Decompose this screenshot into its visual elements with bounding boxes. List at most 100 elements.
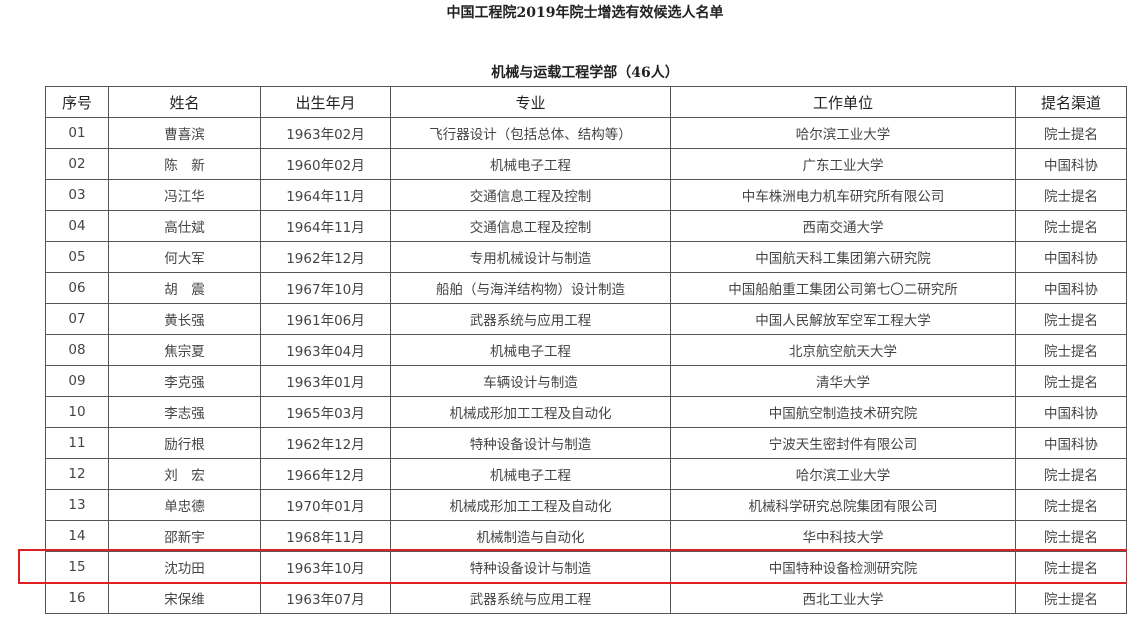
- table-cell: 机械成形加工工程及自动化: [390, 489, 671, 521]
- table-cell: 04: [45, 210, 109, 242]
- table-cell: 07: [45, 303, 109, 335]
- table-cell: 黄长强: [108, 303, 261, 335]
- table-cell: 何大军: [108, 241, 261, 273]
- section-title: 机械与运载工程学部（46人）: [491, 65, 679, 81]
- table-cell: 焦宗夏: [108, 334, 261, 366]
- table-cell: 清华大学: [670, 365, 1016, 397]
- table-cell: 机械电子工程: [390, 458, 671, 490]
- table-cell: 机械科学研究总院集团有限公司: [670, 489, 1016, 521]
- table-cell: 09: [45, 365, 109, 397]
- table-cell: 李克强: [108, 365, 261, 397]
- table-cell: 中国航天科工集团第六研究院: [670, 241, 1016, 273]
- table-cell: 06: [45, 272, 109, 304]
- table-row: 02 陈 新 1960年02月 机械电子工程 广东工业大学 中国科协: [45, 148, 1127, 180]
- table-row: 14 邵新宇 1968年11月 机械制造与自动化 华中科技大学 院士提名: [45, 520, 1127, 552]
- table-cell: 中国特种设备检测研究院: [670, 551, 1016, 583]
- table-cell: 1963年04月: [260, 334, 391, 366]
- table-cell: 武器系统与应用工程: [390, 582, 671, 614]
- table-cell: 1966年12月: [260, 458, 391, 490]
- table-cell: 专用机械设计与制造: [390, 241, 671, 273]
- table-cell: 05: [45, 241, 109, 273]
- table-cell: 宁波天生密封件有限公司: [670, 427, 1016, 459]
- table-cell: 1968年11月: [260, 520, 391, 552]
- table-cell: 武器系统与应用工程: [390, 303, 671, 335]
- table-cell: 中国科协: [1015, 396, 1127, 428]
- table-row: 07 黄长强 1961年06月 武器系统与应用工程 中国人民解放军空军工程大学 院士提名: [45, 303, 1127, 335]
- table-cell: 宋保维: [108, 582, 261, 614]
- table-cell: 机械电子工程: [390, 148, 671, 180]
- table-cell: 邵新宇: [108, 520, 261, 552]
- table-row: 10 李志强 1965年03月 机械成形加工工程及自动化 中国航空制造技术研究院 中国科协: [45, 396, 1127, 428]
- column-header: 出生年月: [260, 86, 391, 118]
- table-cell: 励行根: [108, 427, 261, 459]
- table-row: 01 曹喜滨 1963年02月 飞行器设计（包括总体、结构等） 哈尔滨工业大学 院士提名: [45, 117, 1127, 149]
- table-cell: 1960年02月: [260, 148, 391, 180]
- table-cell: 西南交通大学: [670, 210, 1016, 242]
- table-cell: 院士提名: [1015, 334, 1127, 366]
- table-cell: 院士提名: [1015, 303, 1127, 335]
- table-row: 13 单忠德 1970年01月 机械成形加工工程及自动化 机械科学研究总院集团有限公司院…: [45, 489, 1127, 521]
- table-cell: 哈尔滨工业大学: [670, 117, 1016, 149]
- table-cell: 1962年12月: [260, 241, 391, 273]
- table-cell: 16: [45, 582, 109, 614]
- table-cell: 机械制造与自动化: [390, 520, 671, 552]
- table-cell: 胡 震: [108, 272, 261, 304]
- table-cell: 院士提名: [1015, 179, 1127, 211]
- table-row: 15 沈功田 1963年10月 特种设备设计与制造 中国特种设备检测研究院 院士提名: [45, 551, 1127, 583]
- table-row: 04 高仕斌 1964年11月 交通信息工程及控制 西南交通大学 院士提名: [45, 210, 1127, 242]
- table-row: 03 冯江华 1964年11月 交通信息工程及控制 中车株洲电力机车研究所有限公司 院士提…: [45, 179, 1127, 211]
- table-cell: 西北工业大学: [670, 582, 1016, 614]
- table-row: 09 李克强 1963年01月 车辆设计与制造 清华大学 院士提名: [45, 365, 1127, 397]
- table-cell: 北京航空航天大学: [670, 334, 1016, 366]
- table-cell: 1963年02月: [260, 117, 391, 149]
- table-cell: 01: [45, 117, 109, 149]
- table-cell: 10: [45, 396, 109, 428]
- table-cell: 11: [45, 427, 109, 459]
- table-cell: 院士提名: [1015, 117, 1127, 149]
- table-row: 11 励行根 1962年12月 特种设备设计与制造 宁波天生密封件有限公司 中国科协: [45, 427, 1127, 459]
- table-cell: 机械成形加工工程及自动化: [390, 396, 671, 428]
- candidate-table: 序号 姓名 出生年月 专业 工作单位 提名渠道 01 曹喜滨 1963年02月 飞行器设计（包括…: [45, 86, 1127, 614]
- table-cell: 12: [45, 458, 109, 490]
- table-row: 08 焦宗夏 1963年04月 机械电子工程 北京航空航天大学 院士提名: [45, 334, 1127, 366]
- table-cell: 15: [45, 551, 109, 583]
- table-cell: 02: [45, 148, 109, 180]
- table-cell: 1964年11月: [260, 210, 391, 242]
- table-cell: 1963年07月: [260, 582, 391, 614]
- table-cell: 1970年01月: [260, 489, 391, 521]
- table-cell: 特种设备设计与制造: [390, 427, 671, 459]
- table-row: 12 刘 宏 1966年12月 机械电子工程 哈尔滨工业大学 院士提名: [45, 458, 1127, 490]
- column-header: 工作单位: [670, 86, 1016, 118]
- column-header: 序号: [45, 86, 109, 118]
- table-cell: 中国船舶重工集团公司第七〇二研究所: [670, 272, 1016, 304]
- table-cell: 中国科协: [1015, 427, 1127, 459]
- table-cell: 刘 宏: [108, 458, 261, 490]
- table-cell: 交通信息工程及控制: [390, 179, 671, 211]
- table-cell: 车辆设计与制造: [390, 365, 671, 397]
- table-cell: 中国科协: [1015, 272, 1127, 304]
- table-cell: 飞行器设计（包括总体、结构等）: [390, 117, 671, 149]
- table-cell: 院士提名: [1015, 365, 1127, 397]
- table-cell: 中车株洲电力机车研究所有限公司: [670, 179, 1016, 211]
- column-header: 姓名: [108, 86, 261, 118]
- table-cell: 沈功田: [108, 551, 261, 583]
- page-title: 中国工程院2019年院士增选有效候选人名单: [446, 5, 724, 21]
- table-cell: 华中科技大学: [670, 520, 1016, 552]
- table-cell: 中国科协: [1015, 148, 1127, 180]
- table-cell: 船舶（与海洋结构物）设计制造: [390, 272, 671, 304]
- table-cell: 03: [45, 179, 109, 211]
- table-cell: 院士提名: [1015, 489, 1127, 521]
- column-header: 提名渠道: [1015, 86, 1127, 118]
- table-cell: 08: [45, 334, 109, 366]
- table-row: 16 宋保维 1963年07月 武器系统与应用工程 西北工业大学 院士提名: [45, 582, 1127, 614]
- table-cell: 机械电子工程: [390, 334, 671, 366]
- table-cell: 1961年06月: [260, 303, 391, 335]
- table-cell: 1963年10月: [260, 551, 391, 583]
- table-cell: 中国人民解放军空军工程大学: [670, 303, 1016, 335]
- table-cell: 哈尔滨工业大学: [670, 458, 1016, 490]
- table-cell: 中国科协: [1015, 241, 1127, 273]
- table-cell: 曹喜滨: [108, 117, 261, 149]
- table-row: 06 胡 震 1967年10月 船舶（与海洋结构物）设计制造 中国船舶重工集团公司第七〇…: [45, 272, 1127, 304]
- table-cell: 单忠德: [108, 489, 261, 521]
- table-cell: 院士提名: [1015, 210, 1127, 242]
